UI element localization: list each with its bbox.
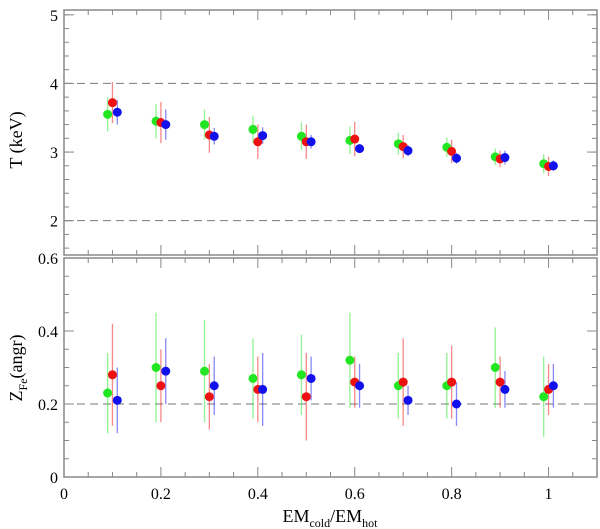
data-point-green <box>200 366 210 376</box>
plot-frame <box>63 257 598 478</box>
data-point-blue <box>306 137 316 147</box>
data-point-blue <box>548 161 558 171</box>
data-point-green <box>200 120 210 130</box>
bottom-y-axis-label: ZFe(angr) <box>6 335 30 402</box>
data-point-blue <box>112 107 122 117</box>
data-point-blue <box>355 381 365 391</box>
x-tick-label: 0.2 <box>151 486 171 503</box>
data-point-red <box>301 392 311 402</box>
x-tick-label: 0.4 <box>248 486 268 503</box>
data-point-blue <box>500 384 510 394</box>
data-point-blue <box>258 384 268 394</box>
temperature-panel: 2 3 4 5 <box>50 8 598 256</box>
data-point-blue <box>209 381 219 391</box>
x-tick-label: 0.8 <box>442 486 462 503</box>
data-point-green <box>103 109 113 119</box>
data-point-red <box>204 392 214 402</box>
x-tick-label: 0 <box>60 486 68 503</box>
data-point-blue <box>403 395 413 405</box>
data-point-blue <box>451 153 461 163</box>
y-tick-label: 4 <box>50 76 58 93</box>
data-point-blue <box>548 381 558 391</box>
data-point-red <box>156 381 166 391</box>
data-point-green <box>296 370 306 380</box>
y-tick-label: 3 <box>50 145 58 162</box>
data-point-blue <box>403 146 413 156</box>
x-axis-label: EMcold/EMhot <box>282 506 378 529</box>
data-point-blue <box>500 153 510 163</box>
data-point-green <box>248 373 258 383</box>
data-point-blue <box>209 131 219 141</box>
y-tick-label: 0.4 <box>38 324 58 341</box>
y-tick-label: 0.6 <box>38 251 58 268</box>
data-point-green <box>248 124 258 134</box>
data-point-red <box>107 98 117 108</box>
data-point-blue <box>355 144 365 154</box>
data-point-green <box>490 363 500 372</box>
x-tick-label: 1 <box>545 486 553 503</box>
data-point-green <box>345 355 355 365</box>
data-point-red <box>253 137 263 147</box>
data-point-blue <box>112 395 122 405</box>
data-point-red <box>350 134 360 144</box>
data-point-red <box>107 370 117 380</box>
y-tick-label: 0 <box>50 470 58 487</box>
abundance-panel: 0 0.2 0.4 0.6 0 0.2 0.4 0.6 0.8 1 <box>38 251 598 503</box>
data-point-green <box>151 363 161 372</box>
data-point-green <box>103 388 113 398</box>
y-tick-label: 2 <box>50 214 58 231</box>
x-tick-label: 0.6 <box>345 486 365 503</box>
data-point-red <box>447 146 457 156</box>
data-point-blue <box>258 131 268 141</box>
plot-frame <box>63 9 598 256</box>
data-point-blue <box>161 120 171 130</box>
data-point-red <box>398 377 408 387</box>
data-point-blue <box>161 366 171 376</box>
data-point-blue <box>451 399 461 409</box>
y-tick-label: 0.2 <box>38 397 58 414</box>
y-tick-label: 5 <box>50 8 58 25</box>
data-point-red <box>447 377 457 387</box>
top-y-axis-label: T (keV) <box>6 111 27 168</box>
data-point-red <box>495 377 505 387</box>
data-point-blue <box>306 373 316 383</box>
data-point-green <box>539 392 549 402</box>
